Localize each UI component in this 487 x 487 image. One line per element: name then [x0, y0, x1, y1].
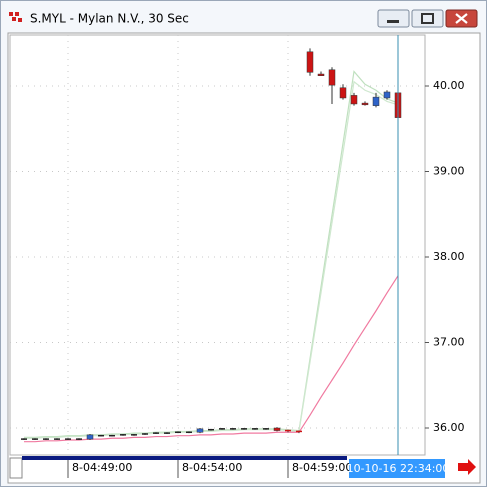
line-series [24, 80, 399, 439]
plot-area [9, 34, 426, 456]
candle-body [86, 434, 94, 440]
maximize-icon [421, 13, 434, 24]
candle-body [350, 95, 358, 105]
y-tick-label: 38.00 [433, 250, 465, 263]
candle-body [328, 69, 336, 86]
candle-body [372, 96, 380, 106]
x-tick-label: 8-04:59:00 [292, 461, 352, 474]
window-title: S.MYL - Mylan N.V., 30 Sec [30, 12, 189, 26]
scroll-bar[interactable] [22, 456, 347, 460]
candle-body [383, 91, 391, 99]
plot: 36.00 37.00 38.00 39.00 40.00 8-04:49:00 8-04:… [10, 35, 465, 478]
line-series [24, 275, 399, 443]
app-icon [9, 12, 22, 22]
candle-body [306, 51, 314, 73]
y-tick-label: 39.00 [433, 165, 465, 178]
scroll-right-arrow[interactable] [458, 459, 476, 475]
y-tick-label: 37.00 [433, 336, 465, 349]
scroll-box[interactable] [9, 457, 23, 479]
minimize-icon [387, 20, 399, 23]
x-tick-label: 8-04:49:00 [72, 461, 132, 474]
maximize-button[interactable] [411, 9, 444, 28]
close-icon [455, 13, 468, 24]
cursor-label: 10-10-16 22:34:00 [347, 462, 450, 475]
cursor-label-bg [349, 459, 445, 478]
minimize-button[interactable] [377, 9, 410, 28]
candle-body [273, 427, 281, 431]
candle-body [361, 102, 369, 106]
y-tick-label: 36.00 [433, 421, 465, 434]
x-tick-label: 8-04:54:00 [182, 461, 242, 474]
y-tick-label: 40.00 [433, 79, 465, 92]
candle-body [196, 428, 204, 433]
candle-body [317, 73, 325, 76]
candle-body [339, 87, 347, 99]
